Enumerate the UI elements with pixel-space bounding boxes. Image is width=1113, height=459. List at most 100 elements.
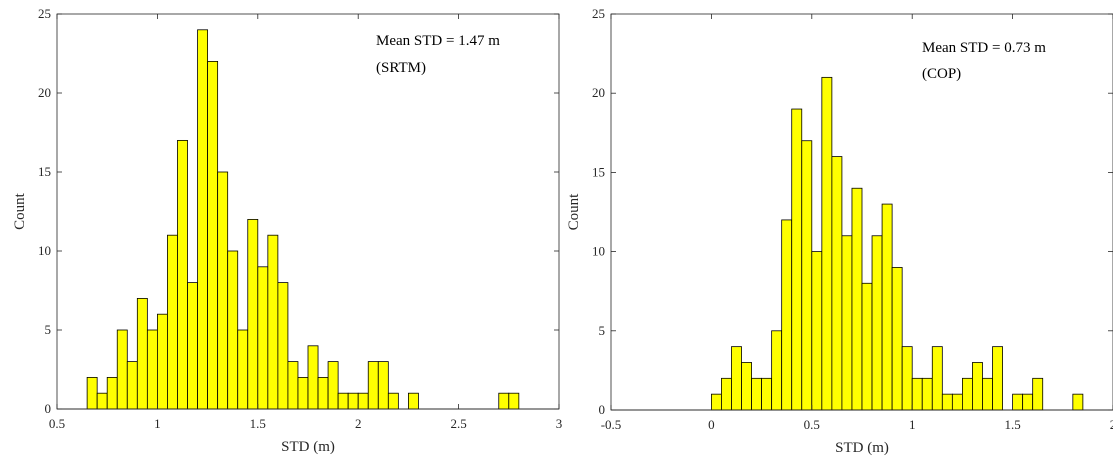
- histogram-bar: [367, 361, 379, 410]
- histogram-bar: [136, 297, 148, 410]
- histogram-bar: [751, 377, 762, 411]
- histogram-bar: [407, 392, 419, 410]
- histogram-bar: [217, 171, 229, 410]
- histogram-bar: [781, 219, 793, 411]
- histogram-bar: [277, 282, 289, 410]
- histogram-bar: [387, 392, 399, 410]
- histogram-bar: [177, 139, 188, 410]
- histogram-bar: [871, 235, 883, 411]
- histogram-bar: [831, 156, 843, 411]
- histogram-bar: [941, 393, 953, 411]
- x-tick-label: 0.5: [49, 416, 65, 431]
- histogram-bar: [931, 346, 943, 411]
- histogram-bar: [721, 377, 732, 411]
- x-axis-label: STD (m): [835, 440, 889, 456]
- x-tick-label: -0.5: [601, 417, 622, 432]
- histogram-bar: [1012, 393, 1024, 411]
- x-tick-label: 1.5: [250, 416, 266, 431]
- histogram-bar: [508, 392, 520, 410]
- histogram-bar: [1022, 393, 1034, 411]
- histogram-bar: [901, 346, 913, 411]
- x-tick-label: 2: [1110, 417, 1113, 432]
- histogram-bar: [146, 329, 158, 410]
- histogram-bar: [731, 346, 742, 411]
- dataset-annotation: (SRTM): [376, 60, 426, 76]
- histogram-bar: [921, 377, 933, 411]
- y-tick-label: 5: [599, 323, 606, 338]
- histogram-bar: [711, 393, 722, 411]
- y-tick-label: 0: [599, 402, 606, 417]
- y-tick-label: 10: [592, 244, 605, 259]
- y-tick-label: 20: [38, 85, 51, 100]
- histogram-bar: [126, 361, 138, 410]
- histogram-bar: [1072, 393, 1084, 411]
- histogram-bar: [116, 329, 128, 410]
- chart-panel-1: 0.5 1 1.5 2 2.5 3 0 5 10 15 20 25 STD (m) Count Mean S…: [12, 6, 562, 455]
- y-tick-label: 20: [592, 85, 605, 100]
- histogram-bar: [257, 266, 269, 410]
- y-tick-label: 25: [592, 6, 605, 21]
- histogram-bar: [951, 393, 963, 411]
- y-tick-label: 0: [45, 401, 52, 416]
- histogram-bar: [237, 329, 249, 410]
- histogram-bar: [377, 361, 389, 410]
- dataset-annotation: (COP): [922, 66, 961, 82]
- histogram-bar: [167, 234, 178, 410]
- histogram-bar: [771, 330, 783, 411]
- histogram-bar: [297, 376, 309, 410]
- histogram-bar: [982, 377, 993, 411]
- histogram-bar: [267, 234, 279, 410]
- x-tick-label: 0: [708, 417, 715, 432]
- histogram-bar: [86, 376, 98, 410]
- y-tick-label: 25: [38, 6, 51, 21]
- histogram-bar: [156, 313, 168, 410]
- x-tick-label: 3: [556, 416, 563, 431]
- x-tick-label: 2.5: [450, 416, 466, 431]
- histogram-bar: [337, 392, 349, 410]
- histogram-bar: [307, 345, 319, 410]
- y-axis-label: Count: [566, 193, 582, 231]
- histogram-bar: [317, 376, 329, 410]
- histogram-bar: [881, 203, 893, 411]
- histogram-bar: [861, 282, 873, 411]
- y-tick-label: 15: [592, 164, 605, 179]
- histogram-bar: [357, 392, 369, 410]
- y-tick-label: 5: [45, 322, 52, 337]
- histogram-bar: [851, 187, 863, 411]
- histogram-bar: [96, 392, 108, 410]
- axes-frame: [610, 13, 1113, 411]
- histogram-bar: [327, 361, 339, 410]
- mean-std-annotation: Mean STD = 1.47 m: [376, 33, 500, 49]
- mean-std-annotation: Mean STD = 0.73 m: [922, 40, 1046, 56]
- histogram-bar: [1032, 377, 1044, 411]
- y-tick-label: 10: [38, 243, 51, 258]
- x-tick-label: 2: [355, 416, 362, 431]
- histogram-bar: [741, 362, 752, 411]
- histogram-bar: [761, 377, 773, 411]
- histogram-bar: [992, 346, 1003, 411]
- histogram-bar: [207, 61, 219, 410]
- x-tick-label: 0.5: [804, 417, 820, 432]
- histogram-bar: [227, 250, 239, 410]
- x-tick-label: 1.5: [1004, 417, 1020, 432]
- histogram-bar: [791, 108, 803, 411]
- histogram-bar: [287, 361, 299, 410]
- histogram-bar: [962, 377, 973, 411]
- histogram-bar: [498, 392, 510, 410]
- histogram-bar: [187, 282, 198, 410]
- histogram-bar: [106, 376, 118, 410]
- histogram-bar: [801, 140, 813, 411]
- x-axis-label: STD (m): [281, 439, 335, 455]
- histogram-bar: [891, 267, 903, 411]
- x-tick-label: 1: [154, 416, 161, 431]
- x-tick-label: 1: [909, 417, 916, 432]
- histogram-bar: [197, 29, 208, 410]
- y-axis-label: Count: [12, 192, 28, 230]
- y-tick-label: 15: [38, 164, 51, 179]
- histogram-bar: [841, 235, 853, 411]
- histogram-bar: [821, 76, 833, 411]
- histogram-bar: [972, 362, 983, 411]
- histogram-bar: [811, 251, 823, 411]
